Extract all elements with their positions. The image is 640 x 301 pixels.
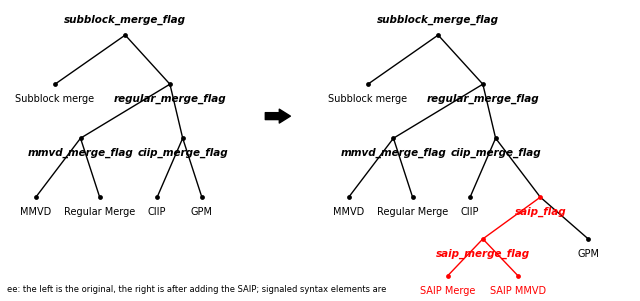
Point: [408, 195, 418, 200]
Text: GPM: GPM: [191, 207, 213, 217]
Point: [477, 237, 488, 241]
Point: [477, 82, 488, 87]
Text: GPM: GPM: [577, 249, 599, 259]
Point: [95, 195, 105, 200]
Point: [363, 82, 373, 87]
Text: saip_flag: saip_flag: [515, 207, 566, 217]
Point: [50, 82, 60, 87]
Text: regular_merge_flag: regular_merge_flag: [426, 94, 539, 104]
Text: SAIP MMVD: SAIP MMVD: [490, 286, 546, 296]
Text: subblock_merge_flag: subblock_merge_flag: [64, 15, 186, 25]
Point: [443, 273, 453, 278]
Point: [165, 82, 175, 87]
Point: [513, 273, 523, 278]
Point: [344, 195, 354, 200]
Text: mmvd_merge_flag: mmvd_merge_flag: [340, 148, 446, 158]
Text: saip_merge_flag: saip_merge_flag: [436, 249, 530, 259]
Point: [152, 195, 163, 200]
FancyArrowPatch shape: [266, 109, 291, 123]
Text: mmvd_merge_flag: mmvd_merge_flag: [28, 148, 133, 158]
Point: [76, 136, 86, 141]
Text: subblock_merge_flag: subblock_merge_flag: [377, 15, 499, 25]
Point: [388, 136, 399, 141]
Text: Regular Merge: Regular Merge: [64, 207, 135, 217]
Text: ciip_merge_flag: ciip_merge_flag: [451, 148, 541, 158]
Text: MMVD: MMVD: [333, 207, 364, 217]
Text: Subblock merge: Subblock merge: [328, 94, 408, 104]
Text: CIIP: CIIP: [461, 207, 479, 217]
Point: [535, 195, 545, 200]
Point: [465, 195, 475, 200]
Point: [490, 136, 500, 141]
Point: [196, 195, 207, 200]
Text: ciip_merge_flag: ciip_merge_flag: [138, 148, 228, 158]
Text: Subblock merge: Subblock merge: [15, 94, 95, 104]
Point: [31, 195, 41, 200]
Text: CIIP: CIIP: [148, 207, 166, 217]
Text: SAIP Merge: SAIP Merge: [420, 286, 476, 296]
Point: [433, 33, 444, 38]
Text: Regular Merge: Regular Merge: [377, 207, 448, 217]
Text: regular_merge_flag: regular_merge_flag: [114, 94, 226, 104]
Point: [177, 136, 188, 141]
Text: MMVD: MMVD: [20, 207, 51, 217]
Text: ee: the left is the original, the right is after adding the SAIP; signaled synta: ee: the left is the original, the right …: [7, 285, 387, 294]
Point: [583, 237, 593, 241]
Point: [120, 33, 131, 38]
